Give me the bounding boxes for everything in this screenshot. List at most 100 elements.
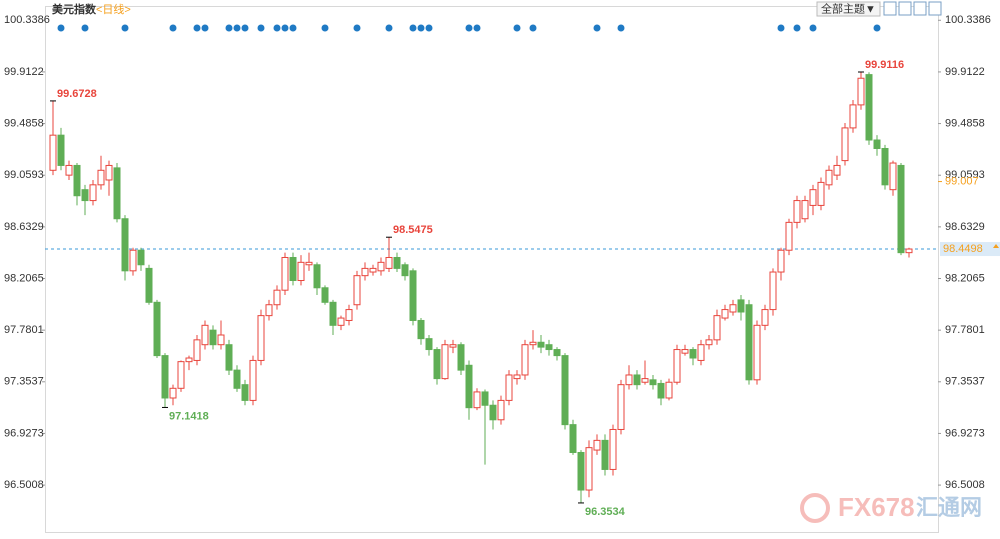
theme-button-label[interactable]: 全部主题▼ [821,1,876,15]
candle-body [481,391,489,406]
candle-body [473,391,481,409]
candle-body [801,200,809,220]
candle-body [537,341,545,348]
candle-body [465,364,473,409]
event-marker [273,24,281,32]
y-tick-label: 98.2065 [945,272,985,284]
candle-body [585,447,593,491]
y-tick-label: 99.0593 [945,169,985,181]
candle-body [513,374,521,380]
y-tick-label: 99.4858 [945,117,985,129]
y-tick-label: 97.3537 [945,376,985,388]
candle-body [625,374,633,386]
candle-body [825,169,833,186]
tool-icon[interactable] [913,1,927,16]
candle-body [553,349,561,357]
candle-body [393,256,401,269]
candle-body [225,344,233,371]
event-marker [353,24,361,32]
candle-body [785,221,793,251]
candle-body [329,301,337,326]
last-price-arrow [993,244,999,249]
high-label: 99.9116 [865,59,904,71]
event-marker [777,24,785,32]
event-marker [417,24,425,32]
watermark-logo [800,493,830,523]
y-tick-label: 98.6329 [945,221,985,233]
y-tick-label: 97.7801 [945,324,985,336]
candle-body [137,249,145,266]
event-marker [241,24,249,32]
candle-body [633,374,641,386]
candle-body [433,349,441,380]
event-marker [57,24,65,32]
low-label: 97.1418 [169,410,209,422]
candle-body [865,74,873,141]
candle-body [657,382,665,399]
candle-body [177,361,185,389]
y-tick-label: 100.3386 [945,14,991,26]
candle-body [681,349,689,354]
event-marker [225,24,233,32]
candle-body [601,439,609,470]
candle-body [145,267,153,303]
y-tick-label: 96.9273 [4,427,44,439]
candle-body [441,344,449,380]
event-marker [529,24,537,32]
tool-icon[interactable] [898,1,912,16]
candle-body [673,349,681,383]
y-tick-label: 99.9122 [945,66,985,78]
candle-body [745,304,753,381]
candle-body [833,164,841,176]
candle-body [345,309,353,321]
tool-icon[interactable] [928,1,942,16]
candle-body [489,404,497,421]
candle-body [49,134,57,171]
candle-body [497,399,505,421]
candle-body [897,164,905,254]
y-tick-label: 99.4858 [4,117,44,129]
event-marker [465,24,473,32]
candle-body [689,349,697,359]
candle-body [529,341,537,346]
event-marker [321,24,329,32]
candle-body [769,271,777,311]
candle-body [369,267,377,273]
candle-body [217,334,225,346]
candle-body [569,424,577,453]
candle-body [521,344,529,376]
tool-icon[interactable] [883,1,897,16]
event-marker [593,24,601,32]
event-marker [513,24,521,32]
candle-body [641,378,649,383]
chart-title: 美元指数 [52,2,97,16]
low-label: 96.3534 [585,506,626,518]
candle-body [889,162,897,191]
reference-price-label: 99.007 [945,175,979,187]
y-tick-label: 99.0593 [4,169,44,181]
event-marker [617,24,625,32]
candle-body [881,147,889,186]
candle-body [105,164,113,181]
watermark-text: FX678 [838,492,915,522]
chart-subtitle: <日线> [96,2,131,16]
candle-body [817,181,825,206]
candle-body [273,289,281,306]
candle-body [729,304,737,313]
candle-body [185,357,193,363]
plot-frame [45,6,939,533]
candle-body [753,324,761,381]
candle-body [417,319,425,340]
candle-body [449,344,457,348]
last-price-box [940,242,1000,257]
candle-body [257,315,265,361]
theme-button[interactable] [816,1,881,17]
candle-body [249,359,257,401]
candle-body [337,317,345,326]
candle-body [57,134,65,166]
candle-body [809,189,817,206]
candle-body [361,267,369,277]
candle-body [193,339,201,361]
